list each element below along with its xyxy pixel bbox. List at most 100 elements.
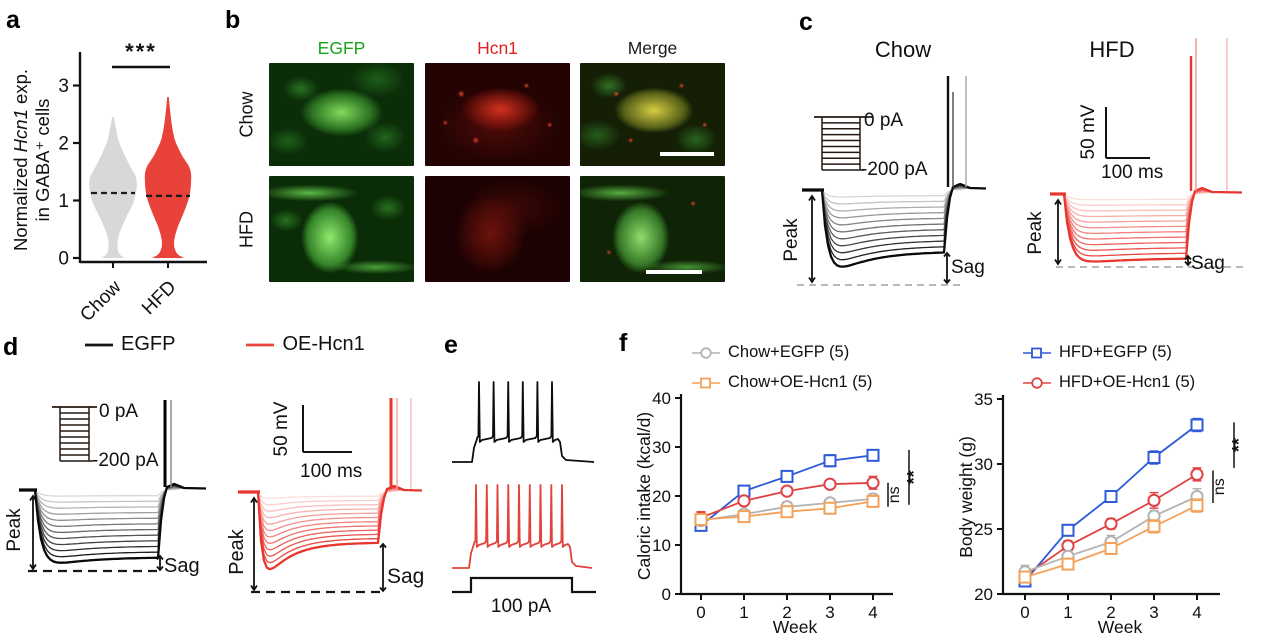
legend-marker (692, 346, 720, 359)
membrane-trace (238, 486, 423, 551)
marker-circle (780, 484, 794, 498)
x-tick-label: 4 (1192, 603, 1201, 622)
membrane-trace (802, 187, 987, 205)
legend-item: OE-Hcn1 (245, 333, 365, 355)
membrane-trace (238, 487, 423, 545)
current-step-0pA-label-d: 0 pA (99, 401, 138, 422)
marker-square (1104, 490, 1118, 503)
membrane-trace (238, 488, 423, 532)
legend-label: HFD+EGFP (5) (1059, 343, 1172, 361)
y-tick-label: 30 (974, 455, 993, 474)
arrow-head (156, 565, 164, 572)
current-step-0pA-label-c: 0 pA (864, 110, 903, 131)
column-header-egfp: EGFP (317, 38, 366, 58)
series-line-Chow+EGFP (5) (1024, 495, 1198, 573)
membrane-trace (1050, 186, 1243, 263)
panel-label-a: a (6, 6, 20, 34)
panel-c-title-chow: Chow (875, 37, 931, 62)
micrograph-hfd-egfp (269, 176, 414, 282)
marker-square (780, 469, 794, 483)
membrane-trace (238, 486, 423, 557)
membrane-trace (238, 488, 423, 525)
marker-circle (1147, 493, 1161, 507)
membrane-trace (1050, 188, 1243, 246)
membrane-trace (238, 489, 423, 519)
x-tick-label: 2 (782, 603, 791, 622)
traces-chow (797, 76, 987, 286)
arrow-head (156, 554, 164, 561)
membrane-trace (238, 485, 423, 564)
panel-label-f: f (619, 329, 628, 357)
stat-label-ns: ns (1211, 478, 1228, 495)
x-tick-label: 1 (1063, 603, 1072, 622)
panel-label-b: b (225, 6, 241, 34)
ylabel-text: Normalized (10, 152, 31, 251)
marker-square (1104, 542, 1118, 555)
membrane-trace (802, 183, 987, 261)
traces-egfp (19, 400, 207, 573)
membrane-trace (802, 186, 987, 233)
scale-bar-hfd-merge (646, 270, 702, 274)
legend-marker (1023, 347, 1051, 358)
marker-square (1061, 557, 1075, 571)
sag-label-chow: Sag (951, 257, 985, 278)
body-weight-chart: 20 25 30 35 0 1 2 3 4 ns ** (974, 390, 1249, 622)
y-tick-label: 3 (58, 76, 69, 97)
current-step-minus200pA-label-d: -200 pA (92, 450, 159, 471)
arrow-head (29, 564, 37, 571)
arrow-head (379, 586, 387, 593)
membrane-trace (1050, 189, 1243, 235)
panel-c-title-hfd: HFD (1089, 37, 1134, 62)
significance-stars: *** (125, 39, 157, 64)
membrane-trace (238, 489, 423, 506)
arrow-head (379, 542, 387, 549)
membrane-trace (1050, 190, 1243, 229)
legend-item: Chow+EGFP (5) (691, 342, 872, 363)
y-tick-label: 2 (58, 134, 69, 155)
row-label-hfd: HFD (236, 211, 257, 248)
peak-label-hfd: Peak (1025, 211, 1046, 255)
arrow-head (808, 277, 816, 284)
y-tick-label: 1 (58, 191, 69, 212)
marker-square (694, 513, 708, 527)
y-tick-label: 40 (652, 389, 671, 408)
marker-square (1018, 570, 1032, 584)
membrane-trace (238, 487, 423, 538)
membrane-trace (19, 486, 207, 528)
membrane-trace (802, 187, 987, 212)
micrograph-hfd-hcn1 (425, 176, 570, 282)
caloric-intake-chart: 0 10 20 30 40 0 1 2 3 4 ns** (652, 389, 924, 622)
micrograph-chow-egfp (269, 63, 414, 166)
legend-marker (85, 343, 113, 346)
body-weight-y-label: Body weight (g) (956, 436, 976, 558)
stat-label-**: ** (1229, 438, 1249, 452)
marker-square (737, 510, 751, 524)
micrograph-chow-hcn1 (425, 63, 570, 166)
stat-label-**: ** (904, 470, 924, 484)
arrow-head (1054, 259, 1062, 266)
legend-marker (1023, 376, 1051, 389)
body-weight-x-label: Week (1098, 617, 1143, 637)
y-tick-label: 0 (662, 585, 671, 604)
arrow-head (1184, 254, 1192, 261)
legend-label: Chow+OE-Hcn1 (5) (728, 373, 873, 391)
membrane-trace (1050, 187, 1243, 257)
marker-square (1190, 418, 1204, 432)
membrane-trace (1050, 188, 1243, 251)
current-pulse (452, 576, 596, 594)
marker-square (1147, 451, 1161, 464)
arrow-head (1054, 198, 1062, 205)
spike-train (452, 381, 595, 463)
sag-label-oe: Sag (387, 565, 424, 588)
membrane-trace (802, 187, 987, 219)
peak-label-oe: Peak (226, 528, 248, 575)
x-tick-label: 0 (1020, 603, 1029, 622)
marker-circle (866, 476, 880, 490)
membrane-trace (1050, 189, 1243, 240)
x-tick-label: 4 (868, 603, 877, 622)
legend-item: Chow+OE-Hcn1 (5) (691, 372, 872, 393)
sag-label-egfp: Sag (164, 555, 200, 577)
y-tick-label: 20 (652, 487, 671, 506)
arrow-head (943, 251, 951, 258)
membrane-trace (19, 487, 207, 515)
